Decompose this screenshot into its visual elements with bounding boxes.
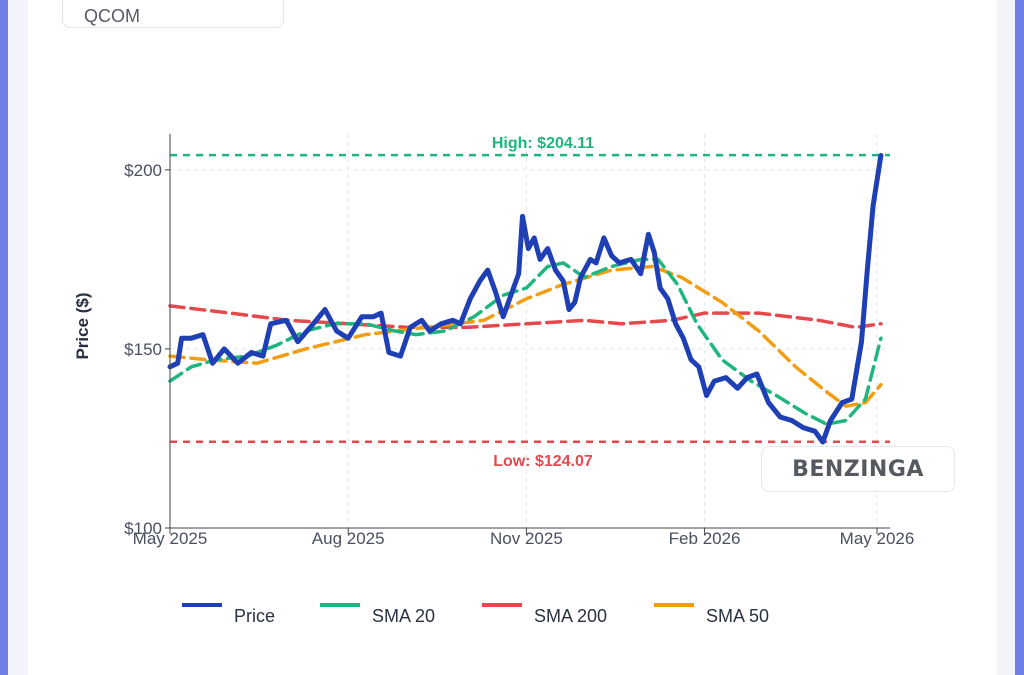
x-tick-label: Aug 2025 [312, 529, 385, 548]
series-lines [167, 153, 884, 445]
y-tick-label: $200 [124, 161, 162, 180]
series-sma-20 [168, 257, 883, 426]
high-label: High: $204.11 [492, 135, 594, 152]
y-axis-label: Price ($) [73, 292, 92, 359]
ticker-symbol: QCOM [84, 6, 140, 26]
legend: Price SMA 20 SMA 200 SMA 50 [182, 603, 769, 626]
legend-label: SMA 50 [706, 606, 769, 626]
x-tick-label: May 2026 [840, 529, 915, 548]
x-tick-label: Feb 2026 [669, 529, 741, 548]
y-tick-label: $150 [124, 340, 162, 359]
legend-label: SMA 200 [534, 606, 607, 626]
low-label: Low: $124.07 [493, 453, 593, 470]
series-price [167, 153, 884, 445]
x-tick-label: May 2025 [133, 529, 208, 548]
axes: $100 $150 $200 May 2025 Aug 2025 Nov 2025 Feb … [124, 134, 914, 548]
series-sma-50 [168, 264, 883, 408]
series-sma-200 [168, 304, 883, 330]
y-tick-label: $100 [124, 519, 162, 538]
legend-label: SMA 20 [372, 606, 435, 626]
reference-lines: High: $204.11 Low: $124.07 [170, 135, 890, 470]
ticker-badge [62, 0, 284, 28]
legend-label: Price [234, 606, 275, 626]
x-tick-label: Nov 2025 [490, 529, 563, 548]
benzinga-watermark: BENZINGA [761, 446, 955, 492]
